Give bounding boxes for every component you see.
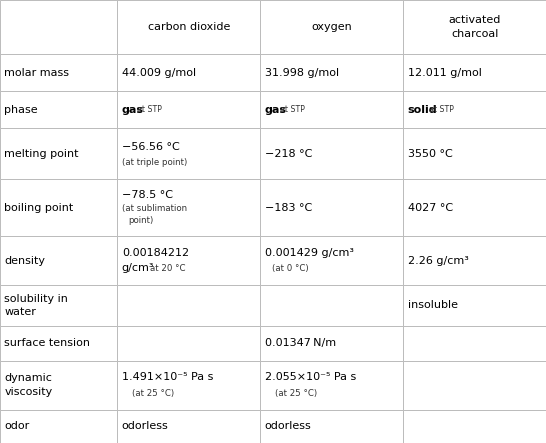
Bar bbox=[260, 409, 403, 443]
Bar bbox=[117, 91, 260, 128]
Bar bbox=[403, 409, 546, 443]
Bar bbox=[403, 0, 546, 54]
Bar bbox=[117, 237, 260, 285]
Bar bbox=[117, 326, 260, 361]
Bar bbox=[117, 285, 260, 326]
Bar bbox=[260, 54, 403, 91]
Bar bbox=[117, 179, 260, 237]
Text: 44.009 g/mol: 44.009 g/mol bbox=[122, 68, 196, 78]
Text: carbon dioxide: carbon dioxide bbox=[148, 22, 230, 32]
Bar bbox=[260, 0, 403, 54]
Text: at 20 °C: at 20 °C bbox=[150, 264, 186, 273]
Bar bbox=[403, 285, 546, 326]
Bar bbox=[403, 91, 546, 128]
Bar bbox=[0, 326, 117, 361]
Bar bbox=[0, 237, 117, 285]
Text: solid: solid bbox=[408, 105, 437, 115]
Bar bbox=[403, 179, 546, 237]
Text: gas: gas bbox=[265, 105, 287, 115]
Bar bbox=[260, 285, 403, 326]
Text: 2.26 g/cm³: 2.26 g/cm³ bbox=[408, 256, 468, 266]
Text: insoluble: insoluble bbox=[408, 300, 458, 311]
Bar bbox=[117, 361, 260, 409]
Text: solubility in
water: solubility in water bbox=[4, 294, 68, 317]
Text: odor: odor bbox=[4, 421, 29, 431]
Text: oxygen: oxygen bbox=[312, 22, 352, 32]
Bar bbox=[0, 409, 117, 443]
Text: at STP: at STP bbox=[429, 105, 454, 114]
Text: 0.01347 N/m: 0.01347 N/m bbox=[265, 338, 336, 348]
Text: g/cm³: g/cm³ bbox=[122, 263, 155, 273]
Bar bbox=[403, 237, 546, 285]
Text: 4027 °C: 4027 °C bbox=[408, 202, 453, 213]
Text: (at triple point): (at triple point) bbox=[122, 158, 187, 167]
Bar bbox=[260, 361, 403, 409]
Bar bbox=[0, 285, 117, 326]
Text: −218 °C: −218 °C bbox=[265, 148, 312, 159]
Bar bbox=[403, 361, 546, 409]
Text: 0.00184212: 0.00184212 bbox=[122, 248, 189, 258]
Text: 0.001429 g/cm³: 0.001429 g/cm³ bbox=[265, 248, 354, 258]
Text: at STP: at STP bbox=[137, 105, 162, 114]
Text: molar mass: molar mass bbox=[4, 68, 69, 78]
Text: (at 0 °C): (at 0 °C) bbox=[272, 264, 309, 273]
Text: −56.56 °C: −56.56 °C bbox=[122, 142, 180, 152]
Bar bbox=[0, 0, 117, 54]
Text: dynamic
viscosity: dynamic viscosity bbox=[4, 373, 52, 396]
Bar bbox=[260, 179, 403, 237]
Text: (at 25 °C): (at 25 °C) bbox=[275, 389, 317, 398]
Bar bbox=[260, 326, 403, 361]
Bar bbox=[0, 128, 117, 179]
Text: at STP: at STP bbox=[280, 105, 305, 114]
Text: −183 °C: −183 °C bbox=[265, 202, 312, 213]
Bar bbox=[117, 54, 260, 91]
Text: boiling point: boiling point bbox=[4, 202, 74, 213]
Text: density: density bbox=[4, 256, 45, 266]
Text: 2.055×10⁻⁵ Pa s: 2.055×10⁻⁵ Pa s bbox=[265, 372, 356, 382]
Bar bbox=[0, 361, 117, 409]
Text: −78.5 °C: −78.5 °C bbox=[122, 190, 173, 200]
Text: activated
charcoal: activated charcoal bbox=[449, 16, 501, 39]
Bar bbox=[260, 128, 403, 179]
Text: 12.011 g/mol: 12.011 g/mol bbox=[408, 68, 482, 78]
Bar bbox=[117, 409, 260, 443]
Bar bbox=[0, 179, 117, 237]
Text: 3550 °C: 3550 °C bbox=[408, 148, 453, 159]
Bar bbox=[403, 128, 546, 179]
Bar bbox=[117, 128, 260, 179]
Bar bbox=[0, 91, 117, 128]
Text: odorless: odorless bbox=[265, 421, 312, 431]
Text: odorless: odorless bbox=[122, 421, 169, 431]
Text: melting point: melting point bbox=[4, 148, 79, 159]
Bar bbox=[260, 237, 403, 285]
Text: phase: phase bbox=[4, 105, 38, 115]
Text: 31.998 g/mol: 31.998 g/mol bbox=[265, 68, 339, 78]
Text: 1.491×10⁻⁵ Pa s: 1.491×10⁻⁵ Pa s bbox=[122, 372, 213, 382]
Text: (at sublimation: (at sublimation bbox=[122, 204, 187, 213]
Text: point): point) bbox=[128, 216, 153, 225]
Text: surface tension: surface tension bbox=[4, 338, 91, 348]
Bar bbox=[403, 326, 546, 361]
Text: (at 25 °C): (at 25 °C) bbox=[132, 389, 174, 398]
Bar bbox=[117, 0, 260, 54]
Bar bbox=[260, 91, 403, 128]
Text: gas: gas bbox=[122, 105, 144, 115]
Bar bbox=[0, 54, 117, 91]
Bar bbox=[403, 54, 546, 91]
